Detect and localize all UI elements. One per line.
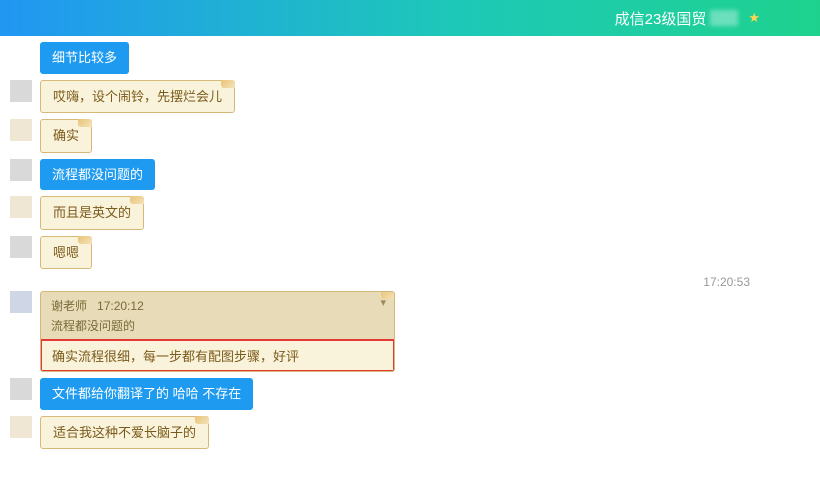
pin-icon: ▾ bbox=[380, 296, 386, 309]
quoted-message[interactable]: ▾ 谢老师 17:20:12 流程都没问题的 确实流程很细，每一步都有配图步骤，… bbox=[40, 291, 395, 372]
avatar[interactable] bbox=[10, 196, 32, 218]
star-icon: ★ bbox=[748, 10, 760, 26]
message-row: 文件都给你翻译了的 哈哈 不存在 bbox=[10, 378, 810, 410]
message-bubble-other[interactable]: 而且是英文的 bbox=[40, 196, 144, 230]
message-bubble-other[interactable]: 适合我这种不爱长脑子的 bbox=[40, 416, 209, 450]
message-row: 细节比较多 bbox=[40, 42, 810, 74]
obfuscated-text bbox=[710, 10, 738, 26]
message-bubble-self[interactable]: 流程都没问题的 bbox=[40, 159, 155, 191]
chat-body: 细节比较多 哎嗨，设个闹铃，先摆烂会儿 确实 流程都没问题的 而且是英文的 嗯嗯… bbox=[0, 36, 820, 449]
message-row: 而且是英文的 bbox=[10, 196, 810, 230]
quote-header: 谢老师 17:20:12 bbox=[41, 292, 394, 317]
chat-header: 成信23级国贸 ★ bbox=[0, 0, 820, 36]
message-bubble-other[interactable]: 哎嗨，设个闹铃，先摆烂会儿 bbox=[40, 80, 235, 114]
avatar[interactable] bbox=[10, 416, 32, 438]
message-row: 哎嗨，设个闹铃，先摆烂会儿 bbox=[10, 80, 810, 114]
avatar[interactable] bbox=[10, 236, 32, 258]
quote-author: 谢老师 bbox=[51, 299, 87, 313]
message-row: 流程都没问题的 bbox=[10, 159, 810, 191]
quote-time: 17:20:12 bbox=[97, 299, 144, 313]
avatar[interactable] bbox=[10, 119, 32, 141]
avatar[interactable] bbox=[10, 159, 32, 181]
chat-title-prefix: 成信23级国贸 bbox=[615, 8, 707, 29]
avatar[interactable] bbox=[10, 378, 32, 400]
avatar[interactable] bbox=[10, 291, 32, 313]
message-row: ▾ 谢老师 17:20:12 流程都没问题的 确实流程很细，每一步都有配图步骤，… bbox=[10, 291, 810, 372]
message-bubble-other[interactable]: 嗯嗯 bbox=[40, 236, 92, 270]
avatar[interactable] bbox=[10, 80, 32, 102]
message-bubble-other[interactable]: 确实 bbox=[40, 119, 92, 153]
message-bubble-self[interactable]: 文件都给你翻译了的 哈哈 不存在 bbox=[40, 378, 253, 410]
message-row: 嗯嗯 bbox=[10, 236, 810, 270]
message-row: 确实 bbox=[10, 119, 810, 153]
message-bubble-self[interactable]: 细节比较多 bbox=[40, 42, 129, 74]
quote-ref-text: 流程都没问题的 bbox=[41, 317, 394, 340]
message-row: 适合我这种不爱长脑子的 bbox=[10, 416, 810, 450]
timestamp: 17:20:53 bbox=[10, 275, 810, 289]
quote-body-highlighted: 确实流程很细，每一步都有配图步骤，好评 bbox=[40, 339, 395, 372]
